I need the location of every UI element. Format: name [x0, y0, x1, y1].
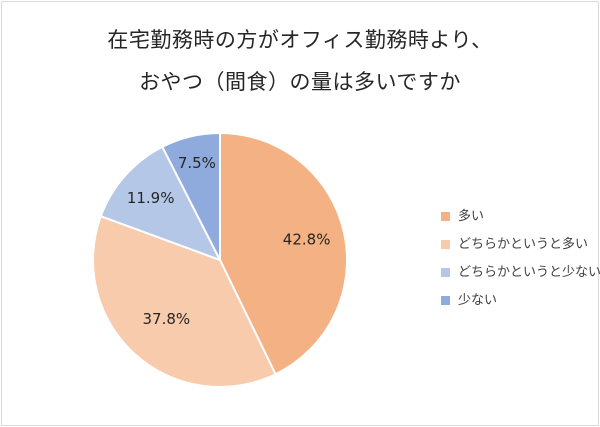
- pie-label-few: 7.5%: [178, 154, 216, 172]
- legend-swatch-many: [441, 212, 450, 221]
- legend-label-somewhat-few: どちらかというと少ない: [458, 265, 600, 280]
- chart-title-line-2: おやつ（間食）の量は多いですか: [139, 70, 461, 94]
- pie-slice-few: [160, 131, 221, 261]
- legend-label-many: 多い: [458, 209, 485, 224]
- legend-swatch-somewhat-few: [441, 268, 450, 277]
- legend-label-somewhat-many: どちらかというと多い: [458, 237, 589, 252]
- legend-swatch-somewhat-many: [441, 240, 450, 249]
- pie-label-somewhat-few: 11.9%: [127, 189, 175, 207]
- chart-title-line-1: 在宅勤務時の方がオフィス勤務時より、: [107, 28, 493, 52]
- pie-slice-somewhat-many: [92, 214, 277, 388]
- legend-swatch-few: [441, 296, 450, 305]
- pie-label-many: 42.8%: [283, 231, 331, 249]
- legend-label-few: 少ない: [458, 293, 498, 308]
- pie-label-somewhat-many: 37.8%: [143, 310, 191, 328]
- pie-slice-many: [219, 131, 348, 376]
- pie-slice-somewhat-few: [99, 145, 223, 262]
